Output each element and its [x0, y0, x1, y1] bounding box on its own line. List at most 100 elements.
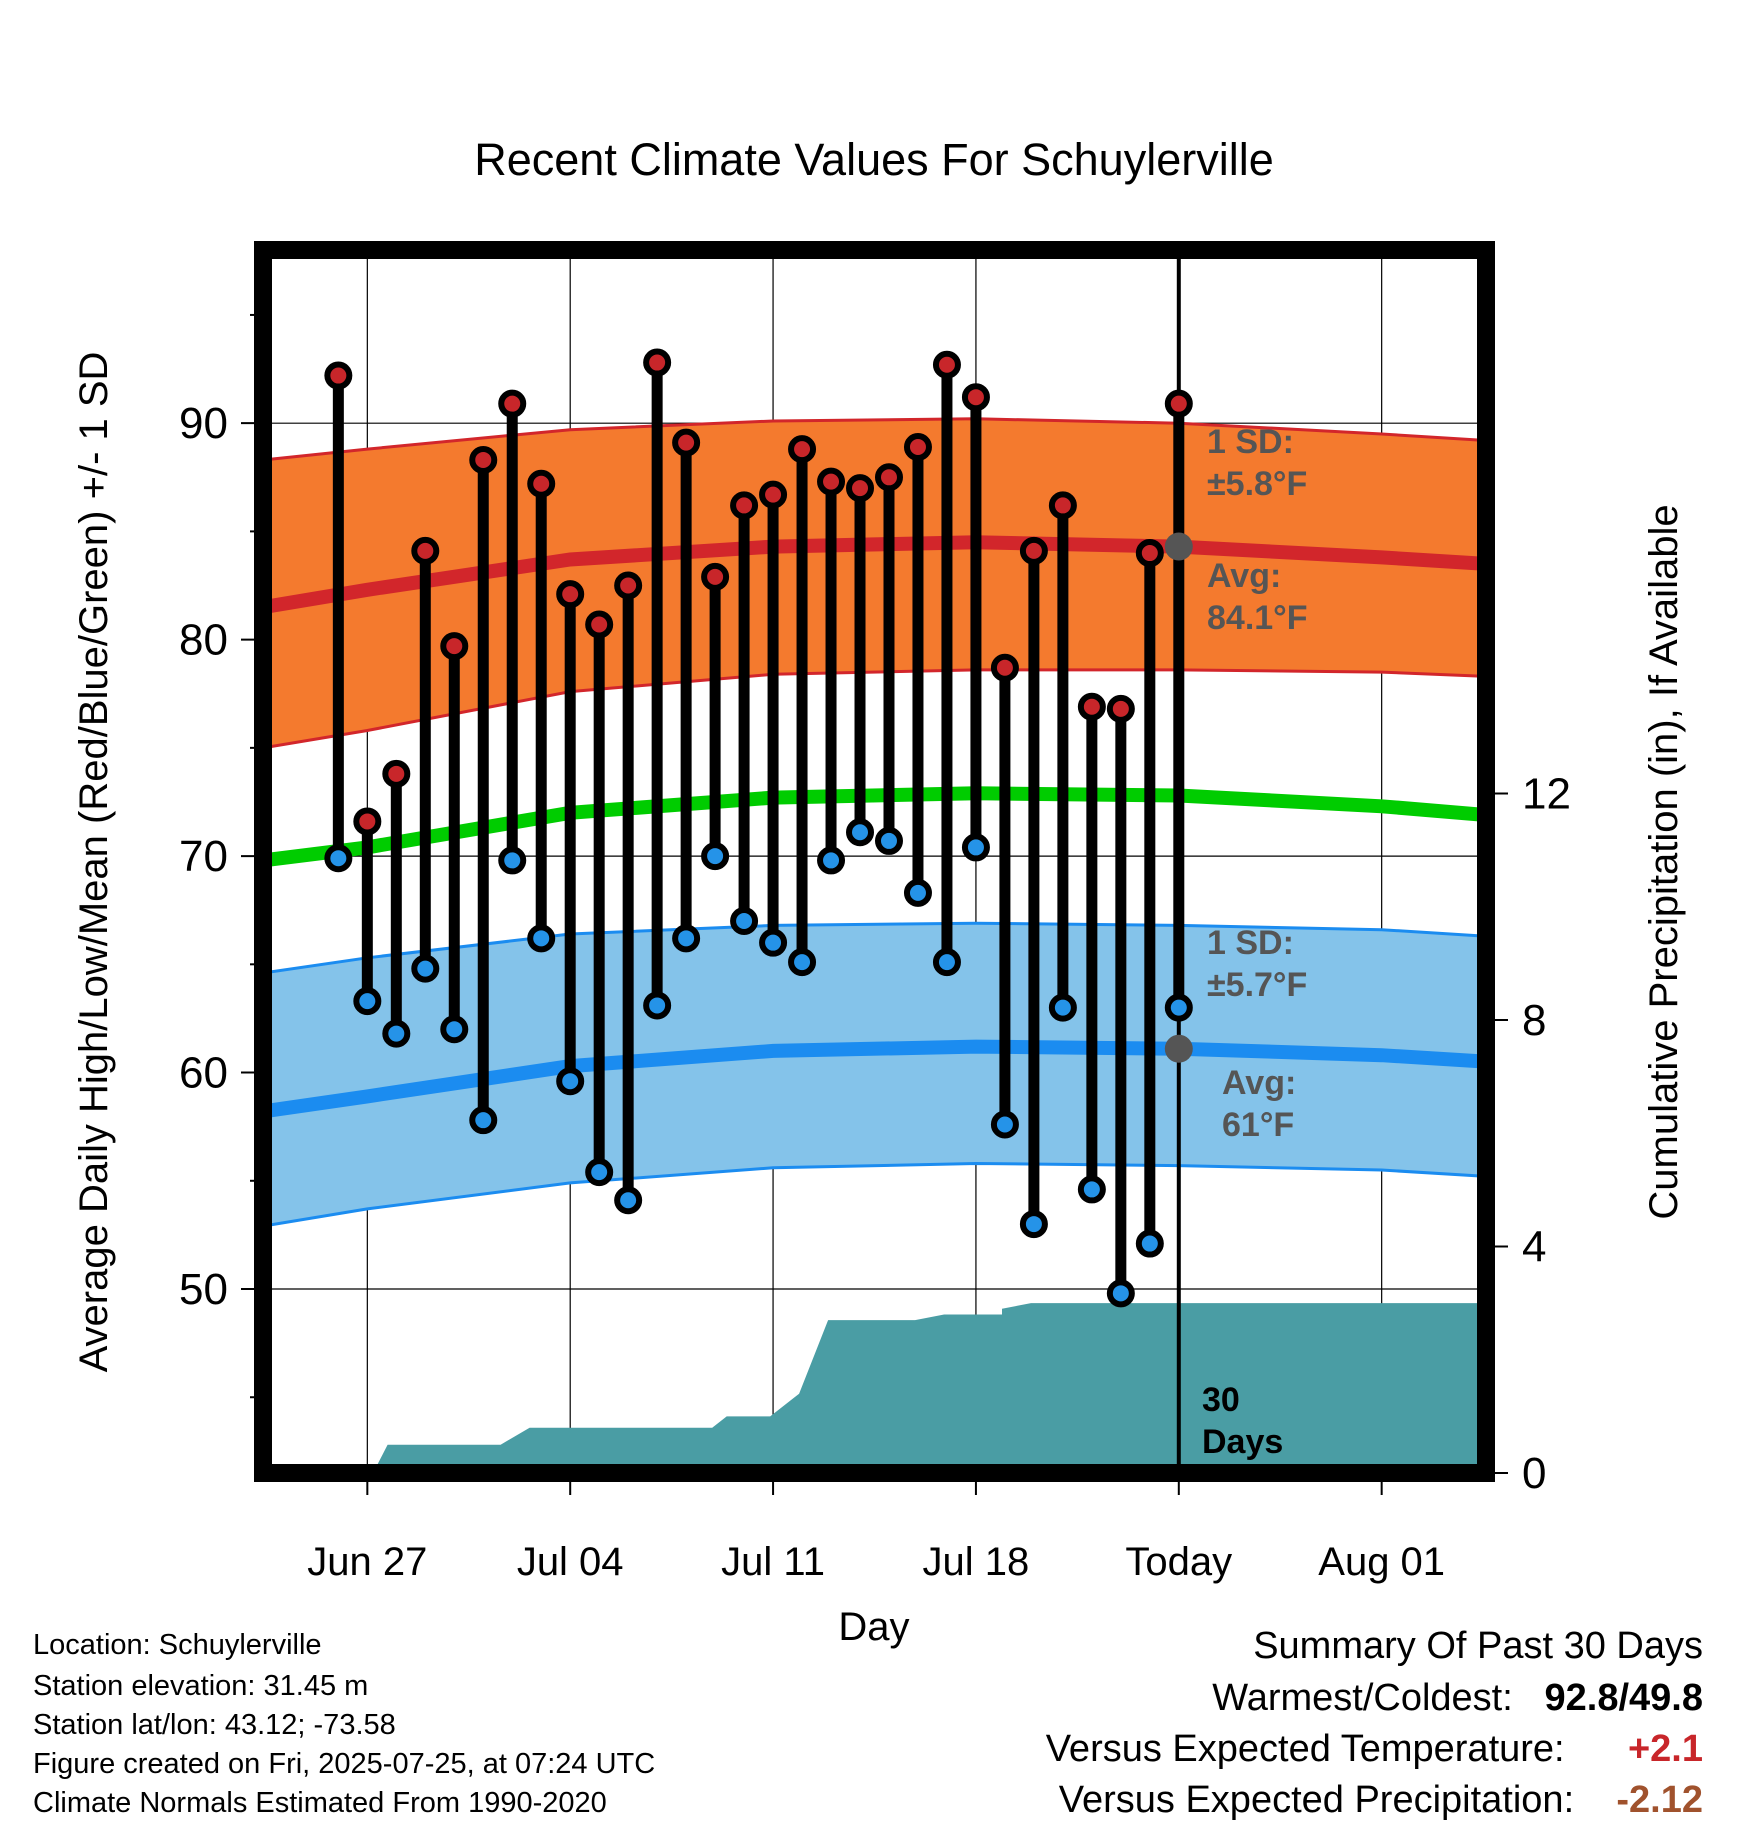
summary-warm-cold-row: Warmest/Coldest: 92.8/49.8 [1212, 1679, 1703, 1717]
footer-elevation: Station elevation: 31.45 m [33, 1670, 369, 1702]
summary-heading: Summary Of Past 30 Days [1253, 1625, 1703, 1667]
low-point [1019, 1210, 1048, 1239]
high-average-line [263, 535, 1486, 615]
summary-temp-label: Versus Expected Temperature: [1045, 1728, 1565, 1770]
low-avg-value: 61°F [1222, 1106, 1294, 1144]
high-point [990, 653, 1019, 682]
high-point [585, 610, 614, 639]
high-point [1135, 539, 1164, 568]
x-tick-label: Aug 01 [1318, 1540, 1445, 1584]
high-point [701, 562, 730, 591]
high-point [1077, 692, 1106, 721]
y-tick-label: 50 [179, 1265, 228, 1314]
low-point [846, 818, 875, 847]
high-point [672, 428, 701, 457]
low-point [324, 844, 353, 873]
y2-tick-label: 8 [1522, 996, 1546, 1045]
high-point [643, 348, 672, 377]
high-point [353, 807, 382, 836]
summary-precip-value: -2.12 [1616, 1779, 1703, 1821]
high-point [527, 469, 556, 498]
x-tick-label: Jul 11 [721, 1540, 825, 1584]
high-point [1106, 694, 1135, 723]
high-point [817, 467, 846, 496]
high-point [874, 463, 903, 492]
high-sd-label: 1 SD: [1207, 423, 1294, 461]
high-point [324, 361, 353, 390]
low-point [1106, 1279, 1135, 1308]
low-point [353, 987, 382, 1016]
high-point [730, 491, 759, 520]
low-sd-value: ±5.7°F [1207, 966, 1307, 1004]
low-point [961, 833, 990, 862]
low-lower-edge [263, 1161, 1486, 1228]
high-point [614, 571, 643, 600]
precipitation-area [263, 1303, 1486, 1473]
x-tick-label: Jul 18 [923, 1540, 1030, 1584]
low-point [903, 878, 932, 907]
footer-latlon: Station lat/lon: 43.12; -73.58 [33, 1709, 396, 1741]
high-point [498, 389, 527, 418]
y2-tick-label: 4 [1522, 1223, 1546, 1272]
y-tick-label: 80 [179, 616, 228, 665]
x-tick-label: Today [1125, 1540, 1232, 1584]
low-point [701, 842, 730, 871]
low-point [440, 1015, 469, 1044]
high-point [788, 435, 817, 464]
y-tick-label: 60 [179, 1049, 228, 1098]
summary-warmest-value: 92.8 [1544, 1677, 1619, 1719]
today-low-average-marker [1164, 1034, 1193, 1063]
today-high-average-marker [1164, 532, 1193, 561]
summary-temp-value: +2.1 [1627, 1728, 1703, 1770]
low-average-line [263, 1039, 1486, 1119]
low-point [874, 826, 903, 855]
y-axis-label: Average Daily High/Low/Mean (Red/Blue/Gr… [72, 352, 116, 1373]
high-sd-value: ±5.8°F [1207, 465, 1307, 503]
low-point [730, 907, 759, 936]
low-point [1164, 993, 1193, 1022]
high-point [469, 445, 498, 474]
y2-tick-label: 12 [1522, 770, 1571, 819]
high-avg-label: Avg: [1207, 557, 1281, 595]
low-point [788, 948, 817, 977]
low-point [498, 846, 527, 875]
high-point [411, 536, 440, 565]
high-point [961, 383, 990, 412]
high-point [903, 432, 932, 461]
footer-normals: Climate Normals Estimated From 1990-2020 [33, 1787, 607, 1819]
low-point [1048, 993, 1077, 1022]
chart-title: Recent Climate Values For Schuylerville [474, 134, 1273, 185]
high-point [1048, 491, 1077, 520]
low-point [469, 1106, 498, 1135]
low-point [1135, 1229, 1164, 1258]
daily-markers [324, 348, 1193, 1308]
today-marker [1164, 250, 1193, 1473]
low-point [759, 928, 788, 957]
normal-bands [263, 417, 1486, 1228]
y-tick-label: 70 [179, 832, 228, 881]
high-point [1164, 389, 1193, 418]
x-axis-label: Day [838, 1605, 909, 1649]
summary-slash: / [1618, 1677, 1630, 1719]
summary-coldest-value: 49.8 [1629, 1677, 1703, 1719]
high-avg-value: 84.1°F [1207, 599, 1308, 637]
days-annotation: 30 Days [1202, 1381, 1283, 1461]
y2-tick-label: 0 [1522, 1449, 1546, 1498]
high-point [382, 759, 411, 788]
low-point [672, 924, 701, 953]
low-avg-label: Avg: [1222, 1064, 1296, 1102]
summary-precip-label: Versus Expected Precipitation: [1058, 1779, 1575, 1821]
precipitation-fill [263, 1303, 1486, 1473]
high-point [846, 474, 875, 503]
summary-warm-cold-label: Warmest/Coldest: [1212, 1677, 1513, 1719]
low-sd-label: 1 SD: [1207, 924, 1294, 962]
low-point [527, 924, 556, 953]
days-number: 30 [1202, 1381, 1240, 1419]
x-tick-label: Jun 27 [307, 1540, 427, 1584]
low-annotation: 1 SD: ±5.7°F Avg: 61°F [1207, 924, 1307, 1144]
days-word: Days [1202, 1423, 1283, 1461]
low-point [817, 846, 846, 875]
high-point [759, 480, 788, 509]
